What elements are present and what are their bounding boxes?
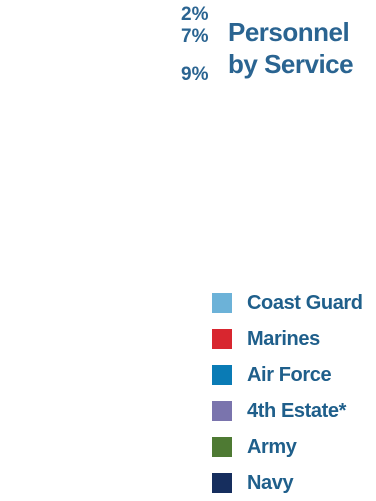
legend-item-coast-guard: Coast Guard (212, 285, 376, 321)
legend-label: Navy (247, 471, 294, 494)
legend-item-air-force: Air Force (212, 357, 376, 393)
legend-swatch (212, 329, 232, 349)
legend-swatch (212, 293, 232, 313)
label-army: 22% (154, 215, 190, 235)
legend-item-army: Army (212, 429, 376, 465)
legend-swatch (212, 437, 232, 457)
legend: Coast Guard Marines Air Force 4th Estate… (212, 285, 376, 501)
legend-item-marines: Marines (212, 321, 376, 357)
legend-item-navy: Navy (212, 465, 376, 501)
legend-swatch (212, 365, 232, 385)
legend-item-4th-estate: 4th Estate* (212, 393, 376, 429)
legend-label: 4th Estate* (247, 399, 346, 422)
label-4th-estate: 10% (154, 117, 190, 137)
label-navy: 50% (157, 288, 193, 308)
legend-swatch (212, 473, 232, 493)
legend-label: Coast Guard (247, 291, 363, 314)
label-coast-guard: 2% (181, 4, 209, 25)
chart-title-line-2: by Service (228, 49, 354, 79)
chart-title-line-1: Personnel (228, 17, 350, 47)
legend-label: Army (247, 435, 297, 458)
legend-swatch (212, 401, 232, 421)
label-air-force: 9% (181, 64, 209, 85)
legend-label: Marines (247, 327, 320, 350)
legend-label: Air Force (247, 363, 332, 386)
chart-title: Personnel by Service (228, 16, 374, 80)
label-marines: 7% (181, 26, 209, 47)
